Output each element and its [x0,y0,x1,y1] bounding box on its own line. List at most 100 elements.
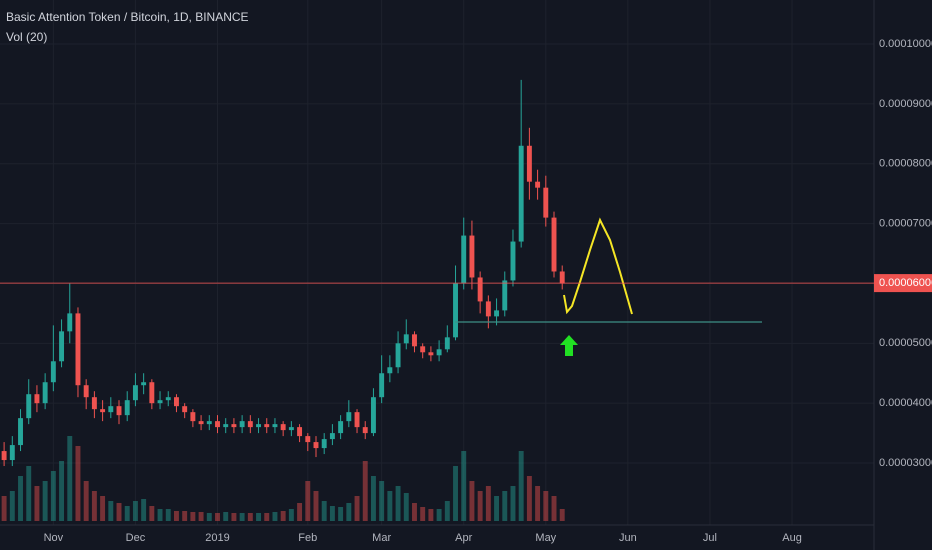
candle-body [67,313,73,332]
candle-body [50,361,56,383]
candle-body [247,421,253,428]
candle-body [329,433,335,440]
volume-bar [461,451,467,521]
candle-body [34,394,40,404]
candle-body [436,349,442,356]
volume-bar [510,486,516,521]
candle-body [412,334,417,347]
volume-bar [124,506,130,521]
candle-body [494,310,500,317]
volume-bar [9,491,15,521]
candle-body [453,283,458,338]
volume-bar [42,481,48,521]
x-tick-label: Mar [372,532,391,544]
candle-body [108,406,114,413]
volume-bar [67,436,73,521]
candle-body [338,421,344,434]
y-tick-label: 0.00010000 [879,38,932,50]
volume-bar [100,496,106,521]
volume-bar [182,511,188,521]
volume-bar [288,509,294,521]
candle-body [264,424,270,428]
volume-bar [174,511,179,521]
candle-body [543,187,549,218]
candle-body [9,445,15,461]
x-tick-label: Nov [44,532,64,544]
y-tick-label: 0.00005000 [879,337,932,349]
candle-body [395,343,401,368]
candle-body [444,337,450,350]
volume-bar [116,503,122,521]
volume-bar [198,512,204,521]
volume-bar [165,509,171,521]
volume-bar [59,461,65,521]
candle-body [510,241,516,281]
volume-bar [272,512,278,521]
volume-bar [247,513,253,521]
volume-bar [264,513,270,521]
volume-bar [428,509,434,521]
volume-bar [354,496,360,521]
candle-body [215,421,220,428]
volume-bar [494,496,500,521]
volume-bar [518,451,524,521]
candle-body [157,400,163,404]
volume-bar [34,486,40,521]
volume-bar [256,513,261,521]
volume-bar [91,491,97,521]
volume-bar [362,461,368,521]
candle-body [526,145,532,182]
candle-body [100,409,106,413]
candle-body [256,424,261,428]
volume-bar [280,511,286,521]
volume-bar [543,491,549,521]
volume-bar [370,476,376,521]
arrow-up [560,335,578,356]
volume-bar [239,513,245,521]
volume-bar [206,513,212,521]
candle-body [535,181,541,188]
drawn-pattern [563,217,633,315]
x-tick-label: 2019 [205,532,229,544]
volume-bar [412,503,417,521]
volume-bar [502,491,508,521]
y-tick-label: 0.00007000 [879,217,932,229]
volume-bar [535,486,541,521]
candle-body [559,271,565,284]
candle-body [313,442,319,449]
candle-body [461,235,467,284]
volume-bar [190,512,196,521]
candle-body [174,397,179,407]
candle-body [403,334,409,344]
candle-body [141,382,147,386]
candles [1,79,565,467]
candle-body [551,217,557,272]
volume-bar [157,509,163,521]
candle-body [223,424,229,428]
volume-bar [329,506,335,521]
candle-body [165,397,171,401]
volume-bar [297,503,303,521]
x-tick-label: Dec [126,532,146,544]
candle-body [132,385,138,401]
volume-bar [50,471,56,521]
volume-pane [1,436,565,521]
candle-body [59,331,65,362]
volume-bar [526,476,532,521]
candle-body [387,367,393,374]
candle-body [91,397,97,410]
candle-body [370,397,376,434]
y-tick-label: 0.00003000 [879,457,932,469]
last-price-tag [874,274,932,293]
volume-bar [387,491,393,521]
volume-bar [313,491,319,521]
volume-bar [485,486,491,521]
chart-title: Basic Attention Token / Bitcoin, 1D, BIN… [6,10,249,24]
candle-body [83,385,89,398]
volume-bar [477,491,483,521]
volume-bar [305,481,311,521]
candle-body [354,412,360,428]
candle-body [272,424,278,428]
volume-bar [379,481,385,521]
